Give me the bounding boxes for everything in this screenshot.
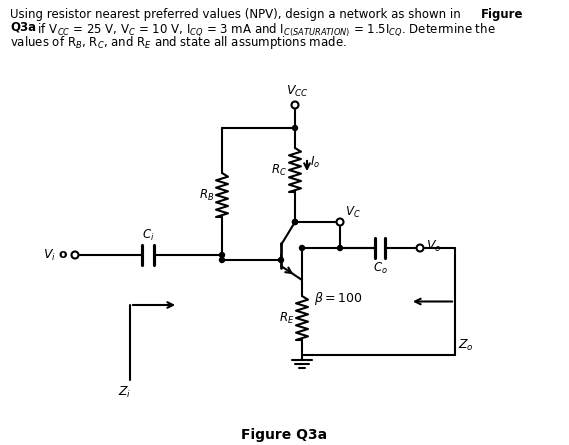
- Text: $V_i$ o: $V_i$ o: [43, 247, 69, 263]
- Text: $I_o$: $I_o$: [310, 154, 320, 170]
- Circle shape: [292, 219, 298, 224]
- Circle shape: [220, 252, 225, 258]
- Text: Figure: Figure: [481, 8, 523, 21]
- Text: Q3a: Q3a: [10, 21, 36, 34]
- Circle shape: [292, 125, 298, 130]
- Text: Figure Q3a: Figure Q3a: [241, 428, 327, 442]
- Text: $C_o$: $C_o$: [373, 261, 387, 276]
- Circle shape: [278, 258, 283, 263]
- Text: values of R$_B$, R$_C$, and R$_E$ and state all assumptions made.: values of R$_B$, R$_C$, and R$_E$ and st…: [10, 34, 347, 51]
- Circle shape: [299, 246, 304, 251]
- Circle shape: [292, 219, 298, 224]
- Text: $C_i$: $C_i$: [142, 228, 154, 243]
- Text: $V_{CC}$: $V_{CC}$: [286, 84, 308, 99]
- Text: $R_B$: $R_B$: [199, 187, 214, 202]
- Text: $R_E$: $R_E$: [279, 311, 294, 326]
- Circle shape: [337, 246, 343, 251]
- Circle shape: [72, 251, 79, 259]
- Text: Using resistor nearest preferred values (NPV), design a network as shown in: Using resistor nearest preferred values …: [10, 8, 464, 21]
- Circle shape: [417, 244, 423, 251]
- Text: $V_o$: $V_o$: [426, 239, 442, 254]
- Text: $V_C$: $V_C$: [345, 205, 361, 220]
- Circle shape: [291, 101, 299, 109]
- Text: $R_C$: $R_C$: [271, 162, 287, 178]
- Circle shape: [220, 258, 225, 263]
- Circle shape: [336, 218, 344, 226]
- Text: $\beta = 100$: $\beta = 100$: [314, 290, 362, 307]
- Text: if V$_{CC}$ = 25 V, V$_C$ = 10 V, I$_{CQ}$ = 3 mA and I$_{C(SATURATION)}$ = 1.5I: if V$_{CC}$ = 25 V, V$_C$ = 10 V, I$_{CQ…: [34, 21, 496, 38]
- Text: $Z_i$: $Z_i$: [118, 385, 131, 400]
- Text: $Z_o$: $Z_o$: [458, 337, 474, 352]
